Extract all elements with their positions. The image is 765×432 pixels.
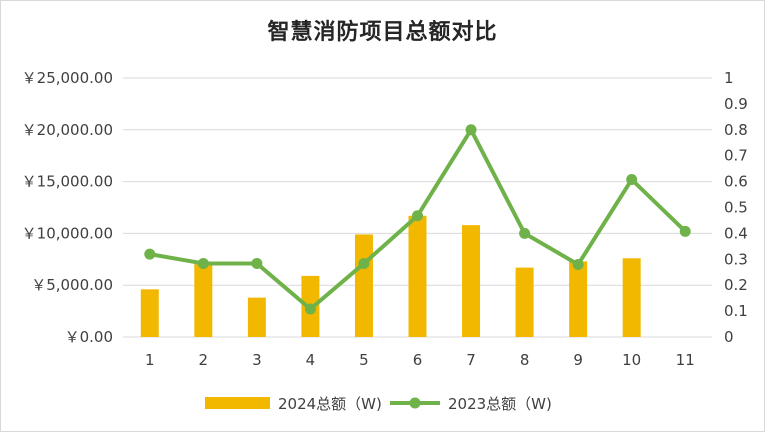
- legend-label-line: 2023总额（W): [448, 395, 552, 413]
- y-right-tick-label: 0.7: [724, 147, 748, 165]
- y-right-tick-label: 0.8: [724, 121, 748, 139]
- y-left-tick-label: ￥0.00: [65, 328, 113, 346]
- y-right-tick-label: 0.4: [724, 224, 748, 242]
- bar: [354, 234, 373, 337]
- bar: [408, 215, 427, 337]
- bar: [247, 297, 266, 337]
- line-point: [626, 174, 638, 186]
- bar: [462, 225, 481, 337]
- line-point: [572, 258, 584, 270]
- y-right-tick-label: 0.1: [724, 302, 748, 320]
- axes: ￥0.00 ￥5,000.00 ￥10,000.00 ￥15,000.00 ￥20,00…: [22, 69, 748, 369]
- x-tick-label: 3: [252, 351, 262, 369]
- legend-label-bar: 2024总额（W): [278, 395, 382, 413]
- y-left-tick-label: ￥25,000.00: [22, 69, 113, 87]
- x-tick-label: 11: [676, 351, 695, 369]
- bar: [194, 262, 213, 337]
- line-point: [412, 210, 423, 222]
- x-tick-label: 10: [622, 351, 641, 369]
- line-point: [358, 257, 370, 269]
- bar: [569, 261, 588, 337]
- line-point: [679, 225, 691, 237]
- x-tick-label: 8: [520, 351, 530, 369]
- y-right-tick-label: 0.2: [724, 276, 748, 294]
- line-point: [197, 257, 209, 269]
- line-point: [304, 303, 316, 315]
- y-right-tick-label: 0: [724, 328, 734, 346]
- x-tick-label: 5: [359, 351, 369, 369]
- x-tick-label: 4: [306, 351, 316, 369]
- y-left-tick-label: ￥5,000.00: [31, 276, 113, 294]
- y-left-tick-label: ￥10,000.00: [22, 224, 113, 242]
- y-right-tick-label: 0.9: [724, 95, 748, 113]
- x-tick-label: 2: [199, 351, 209, 369]
- chart-title: 智慧消防项目总额对比: [267, 20, 498, 45]
- legend-swatch-bar: [205, 397, 270, 409]
- y-left-tick-label: ￥20,000.00: [22, 121, 113, 139]
- x-tick-label: 7: [466, 351, 476, 369]
- legend: 2024总额（W) 2023总额（W): [205, 395, 552, 413]
- x-tick-label: 6: [413, 351, 423, 369]
- y-right-tick-label: 0.5: [724, 199, 748, 217]
- line-point: [251, 257, 263, 269]
- bar: [140, 289, 159, 337]
- line-point: [465, 124, 477, 136]
- y-left-tick-label: ￥15,000.00: [22, 173, 113, 191]
- line-point: [144, 248, 156, 260]
- x-tick-label: 1: [145, 351, 155, 369]
- y-right-tick-label: 1: [724, 69, 734, 87]
- x-tick-label: 9: [573, 351, 583, 369]
- bar-series: [140, 215, 641, 337]
- legend-marker-line: [409, 397, 421, 409]
- bar: [622, 258, 641, 337]
- line-point: [519, 227, 531, 239]
- y-right-tick-label: 0.6: [724, 173, 748, 191]
- y-right-tick-label: 0.3: [724, 250, 748, 268]
- bar: [515, 267, 534, 337]
- line-series: [144, 124, 691, 315]
